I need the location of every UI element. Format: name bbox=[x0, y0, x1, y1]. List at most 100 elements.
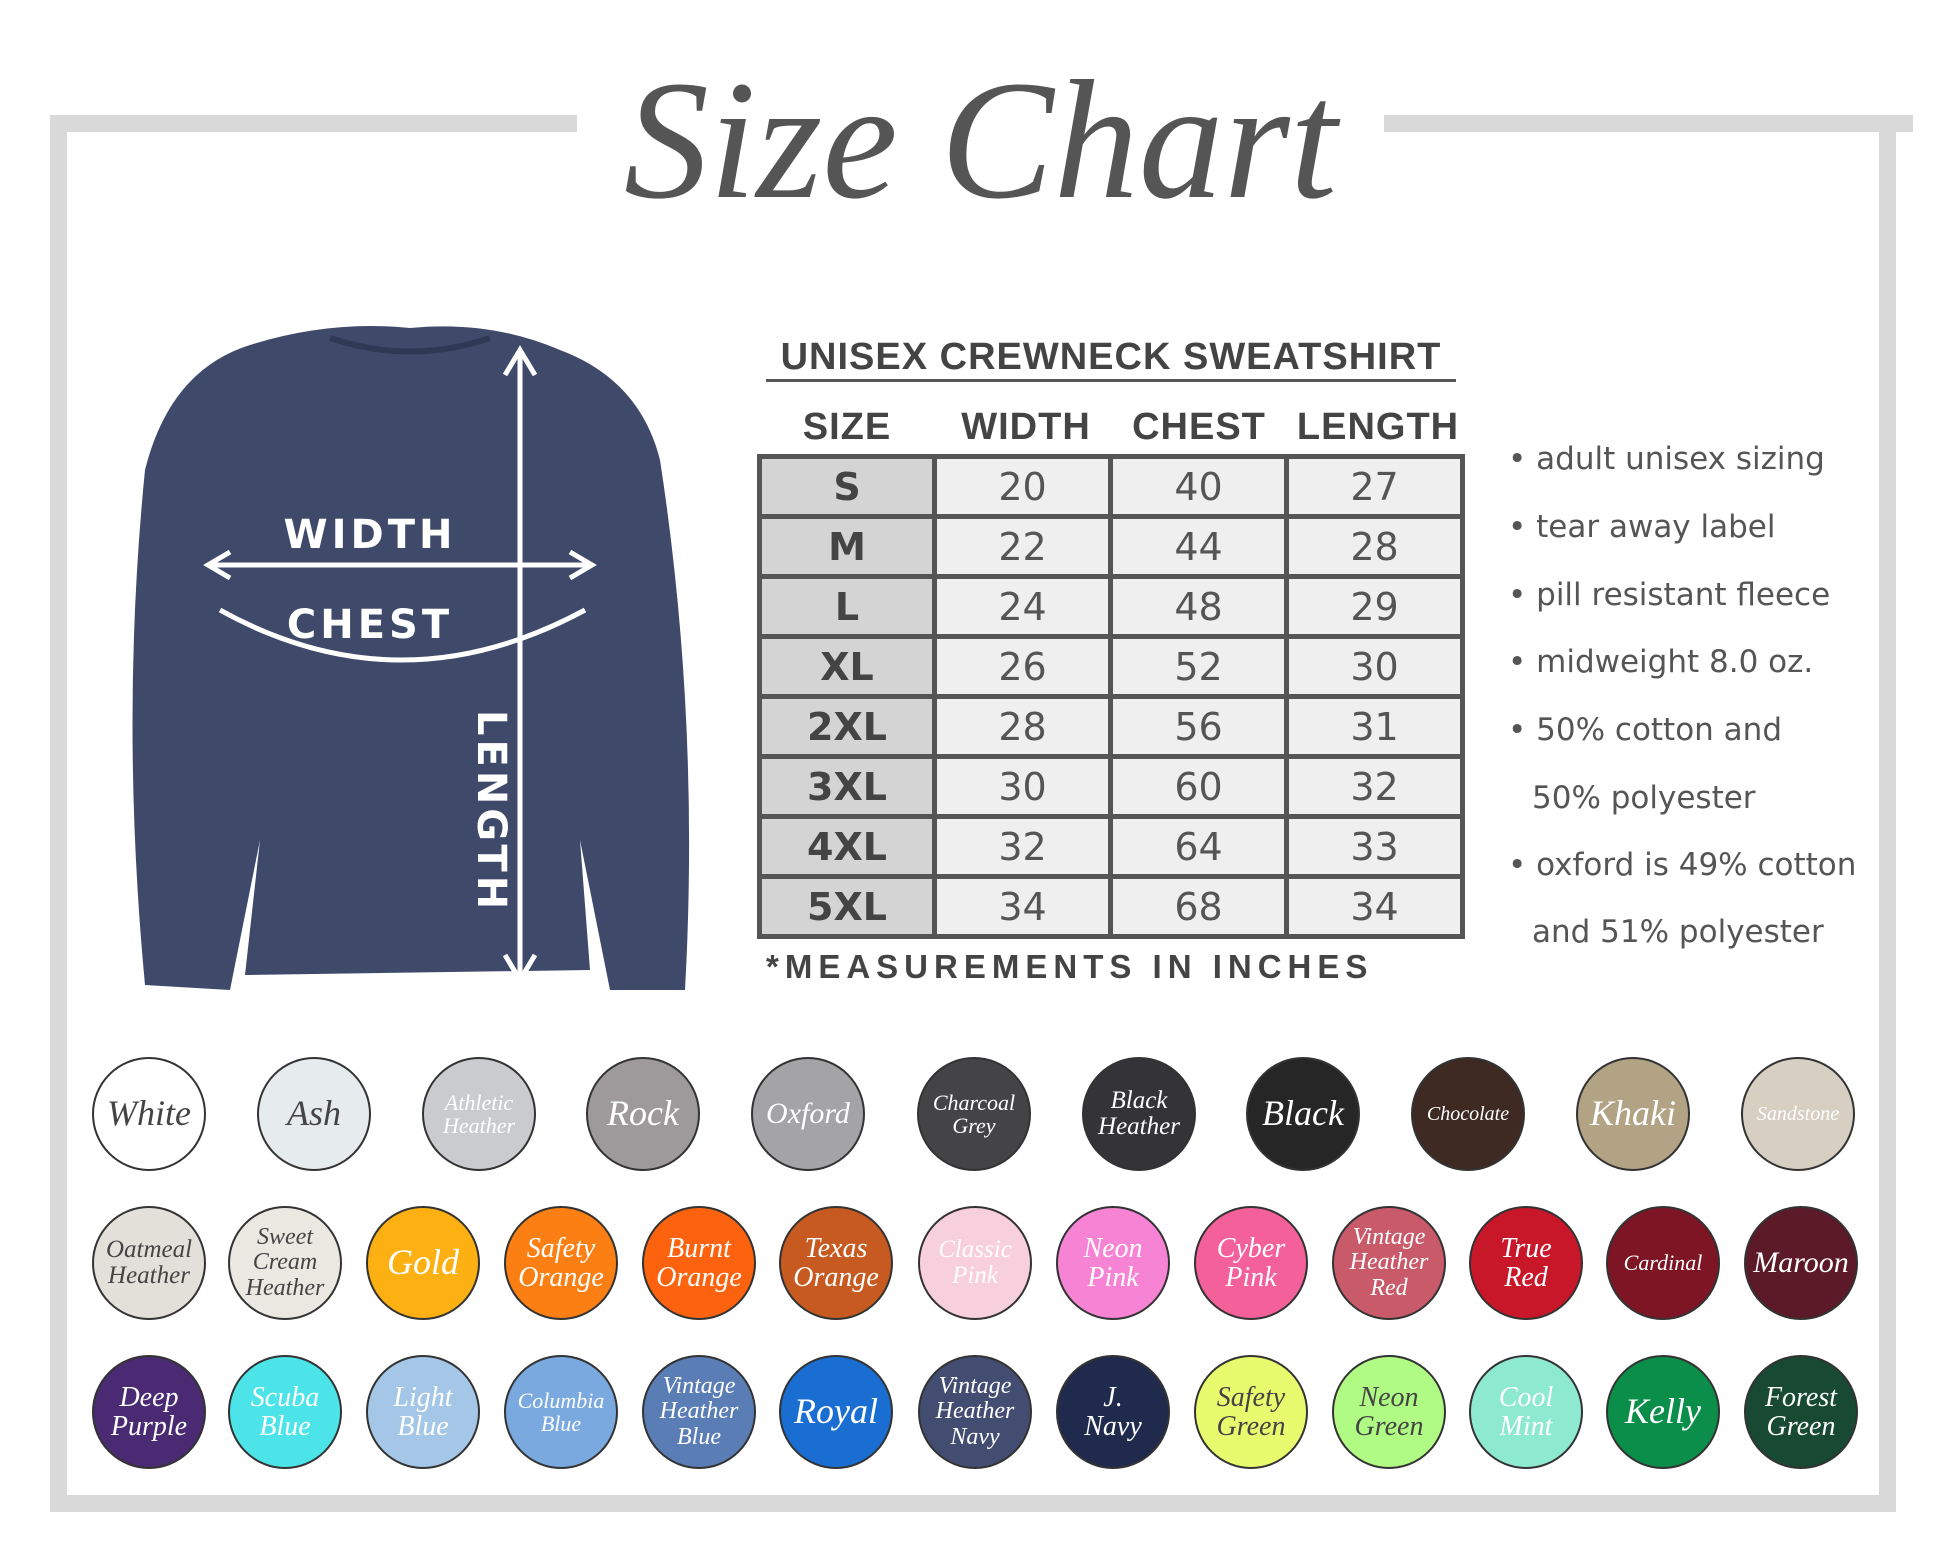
color-swatch[interactable]: Vintage Heather Blue bbox=[642, 1355, 756, 1469]
color-swatch[interactable]: White bbox=[92, 1057, 206, 1171]
color-swatch[interactable]: Texas Orange bbox=[779, 1206, 893, 1320]
col-width: WIDTH bbox=[961, 406, 1091, 448]
swatch-label: Green bbox=[1354, 1411, 1424, 1442]
color-swatch[interactable]: True Red bbox=[1469, 1206, 1583, 1320]
page-title: Size Chart bbox=[623, 46, 1338, 234]
color-swatch[interactable]: Royal bbox=[779, 1355, 893, 1469]
color-swatch[interactable]: Neon Pink bbox=[1056, 1206, 1170, 1320]
width-cell: 26 bbox=[932, 634, 1113, 699]
feature-item: • pill resistant fleece bbox=[1508, 577, 1831, 613]
size-cell: 3XL bbox=[757, 754, 937, 819]
color-swatch[interactable]: Black bbox=[1246, 1057, 1360, 1171]
chest-cell: 64 bbox=[1108, 814, 1289, 879]
swatch-label: Vintage bbox=[1352, 1224, 1426, 1251]
color-swatch[interactable]: Cardinal bbox=[1606, 1206, 1720, 1320]
color-swatch[interactable]: Vintage Heather Red bbox=[1332, 1206, 1446, 1320]
swatch-label: Black bbox=[1262, 1093, 1344, 1134]
color-swatch[interactable]: Burnt Orange bbox=[642, 1206, 756, 1320]
swatch-label: Grey bbox=[952, 1113, 996, 1138]
swatch-label: Maroon bbox=[1753, 1246, 1849, 1280]
color-swatch[interactable]: J. Navy bbox=[1056, 1355, 1170, 1469]
color-swatch[interactable]: Ash bbox=[257, 1057, 371, 1171]
feature-item: • 50% cotton and bbox=[1508, 712, 1783, 748]
color-swatch[interactable]: Gold bbox=[366, 1206, 480, 1320]
color-swatch[interactable]: Forest Green bbox=[1744, 1355, 1858, 1469]
swatch-label: Red bbox=[1370, 1274, 1408, 1301]
feature-item: • midweight 8.0 oz. bbox=[1508, 644, 1814, 680]
size-table: S 20 40 27 M 22 44 28 L 24 48 29 XL 26 52 30 2XL 28 56 31 3X… bbox=[757, 454, 1465, 939]
swatch-label: Blue bbox=[540, 1411, 582, 1436]
color-swatch[interactable]: Sandstone bbox=[1741, 1057, 1855, 1171]
color-swatch[interactable]: Classic Pink bbox=[918, 1206, 1032, 1320]
swatch-label: Cyber bbox=[1216, 1232, 1286, 1264]
width-cell: 22 bbox=[932, 514, 1113, 579]
measurement-note: *MEASUREMENTS IN INCHES bbox=[766, 948, 1374, 985]
swatch-label: Heather bbox=[659, 1398, 739, 1425]
swatch-label: Forest bbox=[1764, 1381, 1838, 1413]
color-swatch[interactable]: Neon Green bbox=[1332, 1355, 1446, 1469]
col-length: LENGTH bbox=[1296, 406, 1460, 448]
swatch-label: Gold bbox=[387, 1242, 459, 1283]
chest-cell: 56 bbox=[1108, 694, 1289, 759]
length-cell: 34 bbox=[1284, 874, 1465, 939]
feature-item: and 51% polyester bbox=[1532, 914, 1824, 950]
color-swatch[interactable]: Safety Green bbox=[1194, 1355, 1308, 1469]
width-cell: 20 bbox=[932, 454, 1113, 519]
swatch-label: Green bbox=[1216, 1411, 1286, 1442]
color-swatch[interactable]: Charcoal Grey bbox=[917, 1057, 1031, 1171]
swatch-label: Cool bbox=[1498, 1381, 1554, 1413]
chest-cell: 60 bbox=[1108, 754, 1289, 819]
color-swatch[interactable]: Columbia Blue bbox=[504, 1355, 618, 1469]
feature-item: • tear away label bbox=[1508, 509, 1776, 545]
color-swatch[interactable]: Oatmeal Heather bbox=[92, 1206, 206, 1320]
color-swatch[interactable]: Vintage Heather Navy bbox=[918, 1355, 1032, 1469]
color-swatch[interactable]: Cyber Pink bbox=[1194, 1206, 1308, 1320]
color-swatch[interactable]: Sweet Cream Heather bbox=[228, 1206, 342, 1320]
swatch-label: Texas bbox=[804, 1232, 868, 1264]
table-row: 5XL 34 68 34 bbox=[757, 874, 1465, 939]
chest-cell: 48 bbox=[1108, 574, 1289, 639]
table-row: XL 26 52 30 bbox=[757, 634, 1465, 699]
swatch-label: Burnt bbox=[667, 1232, 731, 1264]
color-swatch[interactable]: Kelly bbox=[1606, 1355, 1720, 1469]
swatch-label: Sweet bbox=[257, 1224, 313, 1251]
swatch-label: White bbox=[107, 1093, 191, 1134]
size-cell: S bbox=[757, 454, 937, 519]
swatch-label: Heather bbox=[108, 1262, 190, 1289]
swatch-label: Cardinal bbox=[1623, 1250, 1703, 1276]
color-swatch[interactable]: Black Heather bbox=[1082, 1057, 1196, 1171]
swatch-label: Heather bbox=[442, 1113, 516, 1138]
table-row: 4XL 32 64 33 bbox=[757, 814, 1465, 879]
swatch-label: Safety bbox=[1216, 1381, 1286, 1413]
swatch-label: Blue bbox=[677, 1423, 721, 1450]
color-swatch[interactable]: Deep Purple bbox=[92, 1355, 206, 1469]
swatch-label: Heather bbox=[245, 1274, 325, 1301]
color-swatch[interactable]: Chocolate bbox=[1411, 1057, 1525, 1171]
color-swatch[interactable]: Cool Mint bbox=[1469, 1355, 1583, 1469]
swatch-label: Mint bbox=[1499, 1411, 1553, 1442]
size-cell: L bbox=[757, 574, 937, 639]
swatch-label: Sandstone bbox=[1756, 1102, 1840, 1125]
frame-top-right bbox=[1384, 115, 1913, 132]
width-cell: 30 bbox=[932, 754, 1113, 819]
color-swatch[interactable]: Safety Orange bbox=[504, 1206, 618, 1320]
length-cell: 28 bbox=[1284, 514, 1465, 579]
color-swatch[interactable]: Khaki bbox=[1576, 1057, 1690, 1171]
swatch-label: Purple bbox=[110, 1411, 188, 1442]
length-cell: 32 bbox=[1284, 754, 1465, 819]
color-swatch[interactable]: Athletic Heather bbox=[422, 1057, 536, 1171]
color-swatch[interactable]: Scuba Blue bbox=[228, 1355, 342, 1469]
length-cell: 33 bbox=[1284, 814, 1465, 879]
color-swatch[interactable]: Light Blue bbox=[366, 1355, 480, 1469]
color-swatch[interactable]: Maroon bbox=[1744, 1206, 1858, 1320]
feature-item: 50% polyester bbox=[1532, 780, 1756, 816]
swatch-label: Blue bbox=[397, 1411, 449, 1442]
size-cell: XL bbox=[757, 634, 937, 699]
swatch-label: Columbia bbox=[517, 1387, 605, 1413]
color-swatch[interactable]: Rock bbox=[586, 1057, 700, 1171]
swatch-label: Pink bbox=[1087, 1262, 1139, 1293]
sweatshirt-diagram: WIDTH CHEST LENGTH bbox=[100, 320, 710, 1000]
swatch-label: Heather bbox=[935, 1398, 1015, 1425]
color-swatch[interactable]: Oxford bbox=[751, 1057, 865, 1171]
swatch-label: Classic bbox=[938, 1235, 1012, 1263]
